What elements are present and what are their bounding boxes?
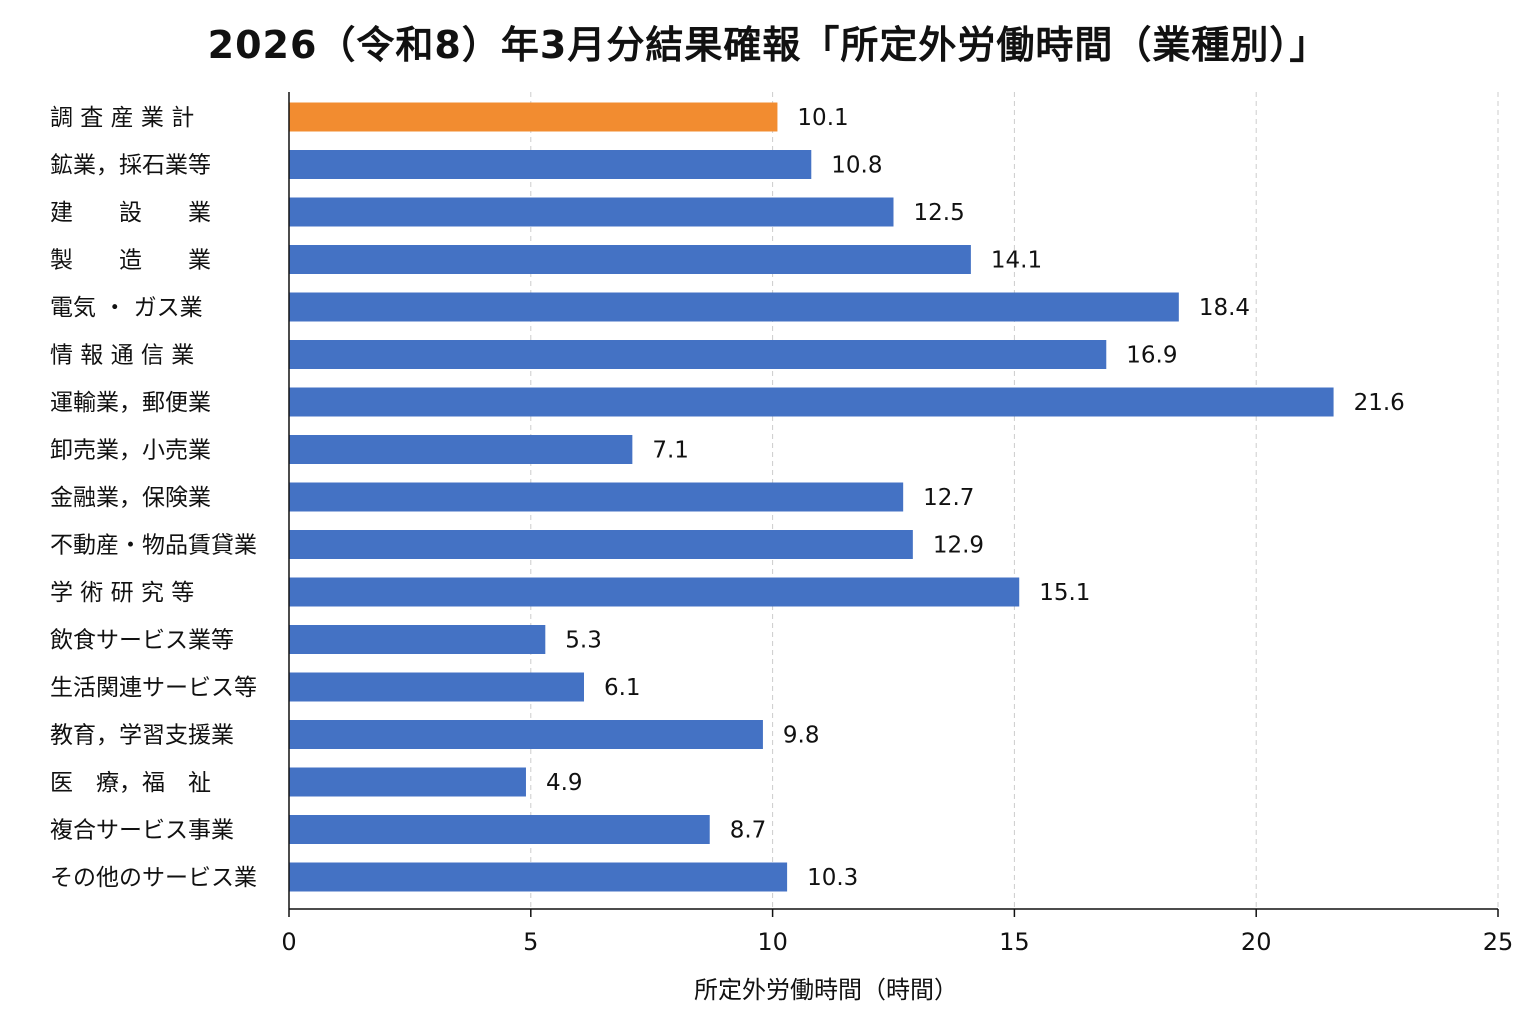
value-label: 12.5 [914,200,965,226]
bar [289,292,1179,322]
value-label: 8.7 [730,818,767,844]
category-label: 飲食サービス業等 [50,628,234,654]
category-label: その他のサービス業 [50,865,257,891]
value-label: 10.3 [807,865,858,891]
bar-layer: 10.1 10.8 12.5 14.1 18.4 16.9 21.6 7.1 12.7 12.9 1… [289,102,1405,892]
category-label: 不動産・物品賃貸業 [50,533,257,559]
value-label: 10.8 [831,153,882,179]
category-label: 複合サービス事業 [50,818,234,844]
category-label: 学 術 研 究 等 [50,580,194,606]
bar [289,625,546,654]
category-label: 生活関連サービス等 [50,675,257,701]
category-label: 運輸業，郵便業 [50,390,211,416]
category-label: 建 設 業 [50,200,211,226]
category-label: 医 療，福 祉 [50,770,211,796]
chart-title: 2026（令和8）年3月分結果確報「所定外労働時間（業種別）」 [207,23,1329,67]
value-label: 6.1 [604,675,641,701]
bar [289,197,894,227]
category-label: 製 造 業 [50,248,211,274]
x-tick-label: 20 [1241,928,1272,956]
category-label: 電気 ・ ガス業 [50,295,203,321]
x-tick-label: 10 [757,928,788,956]
x-tick-label: 25 [1483,928,1514,956]
category-label: 調 査 産 業 計 [50,105,194,131]
bar [289,530,913,559]
bar [289,340,1107,369]
category-label: 鉱業，採石業等 [50,153,211,179]
x-tick-label: 15 [999,928,1030,956]
value-label: 4.9 [546,770,583,796]
bar [289,150,812,179]
bar [289,387,1334,417]
x-tick-label: 0 [281,928,296,956]
value-label: 7.1 [652,438,689,464]
value-label: 5.3 [565,628,602,654]
category-label: 卸売業，小売業 [50,438,211,464]
x-axis-title: 所定外労働時間（時間） [694,976,958,1004]
bar [289,435,633,464]
category-label: 金融業，保険業 [50,485,211,511]
value-label: 15.1 [1039,580,1090,606]
category-label: 教育，学習支援業 [50,723,234,749]
value-label: 10.1 [797,105,848,131]
bar [289,577,1020,607]
bar [289,672,584,702]
value-label: 21.6 [1354,390,1405,416]
value-label: 16.9 [1126,343,1177,369]
x-tick-label: 5 [523,928,538,956]
category-label: 情 報 通 信 業 [50,343,194,369]
bar-highlight [289,102,778,132]
bar [289,862,788,892]
bar [289,815,710,844]
value-label: 14.1 [991,248,1042,274]
bar [289,720,763,749]
bar [289,767,526,797]
bar [289,482,904,512]
value-label: 12.9 [933,533,984,559]
value-label: 18.4 [1199,295,1250,321]
value-label: 9.8 [783,723,820,749]
bar [289,245,971,274]
value-label: 12.7 [923,485,974,511]
